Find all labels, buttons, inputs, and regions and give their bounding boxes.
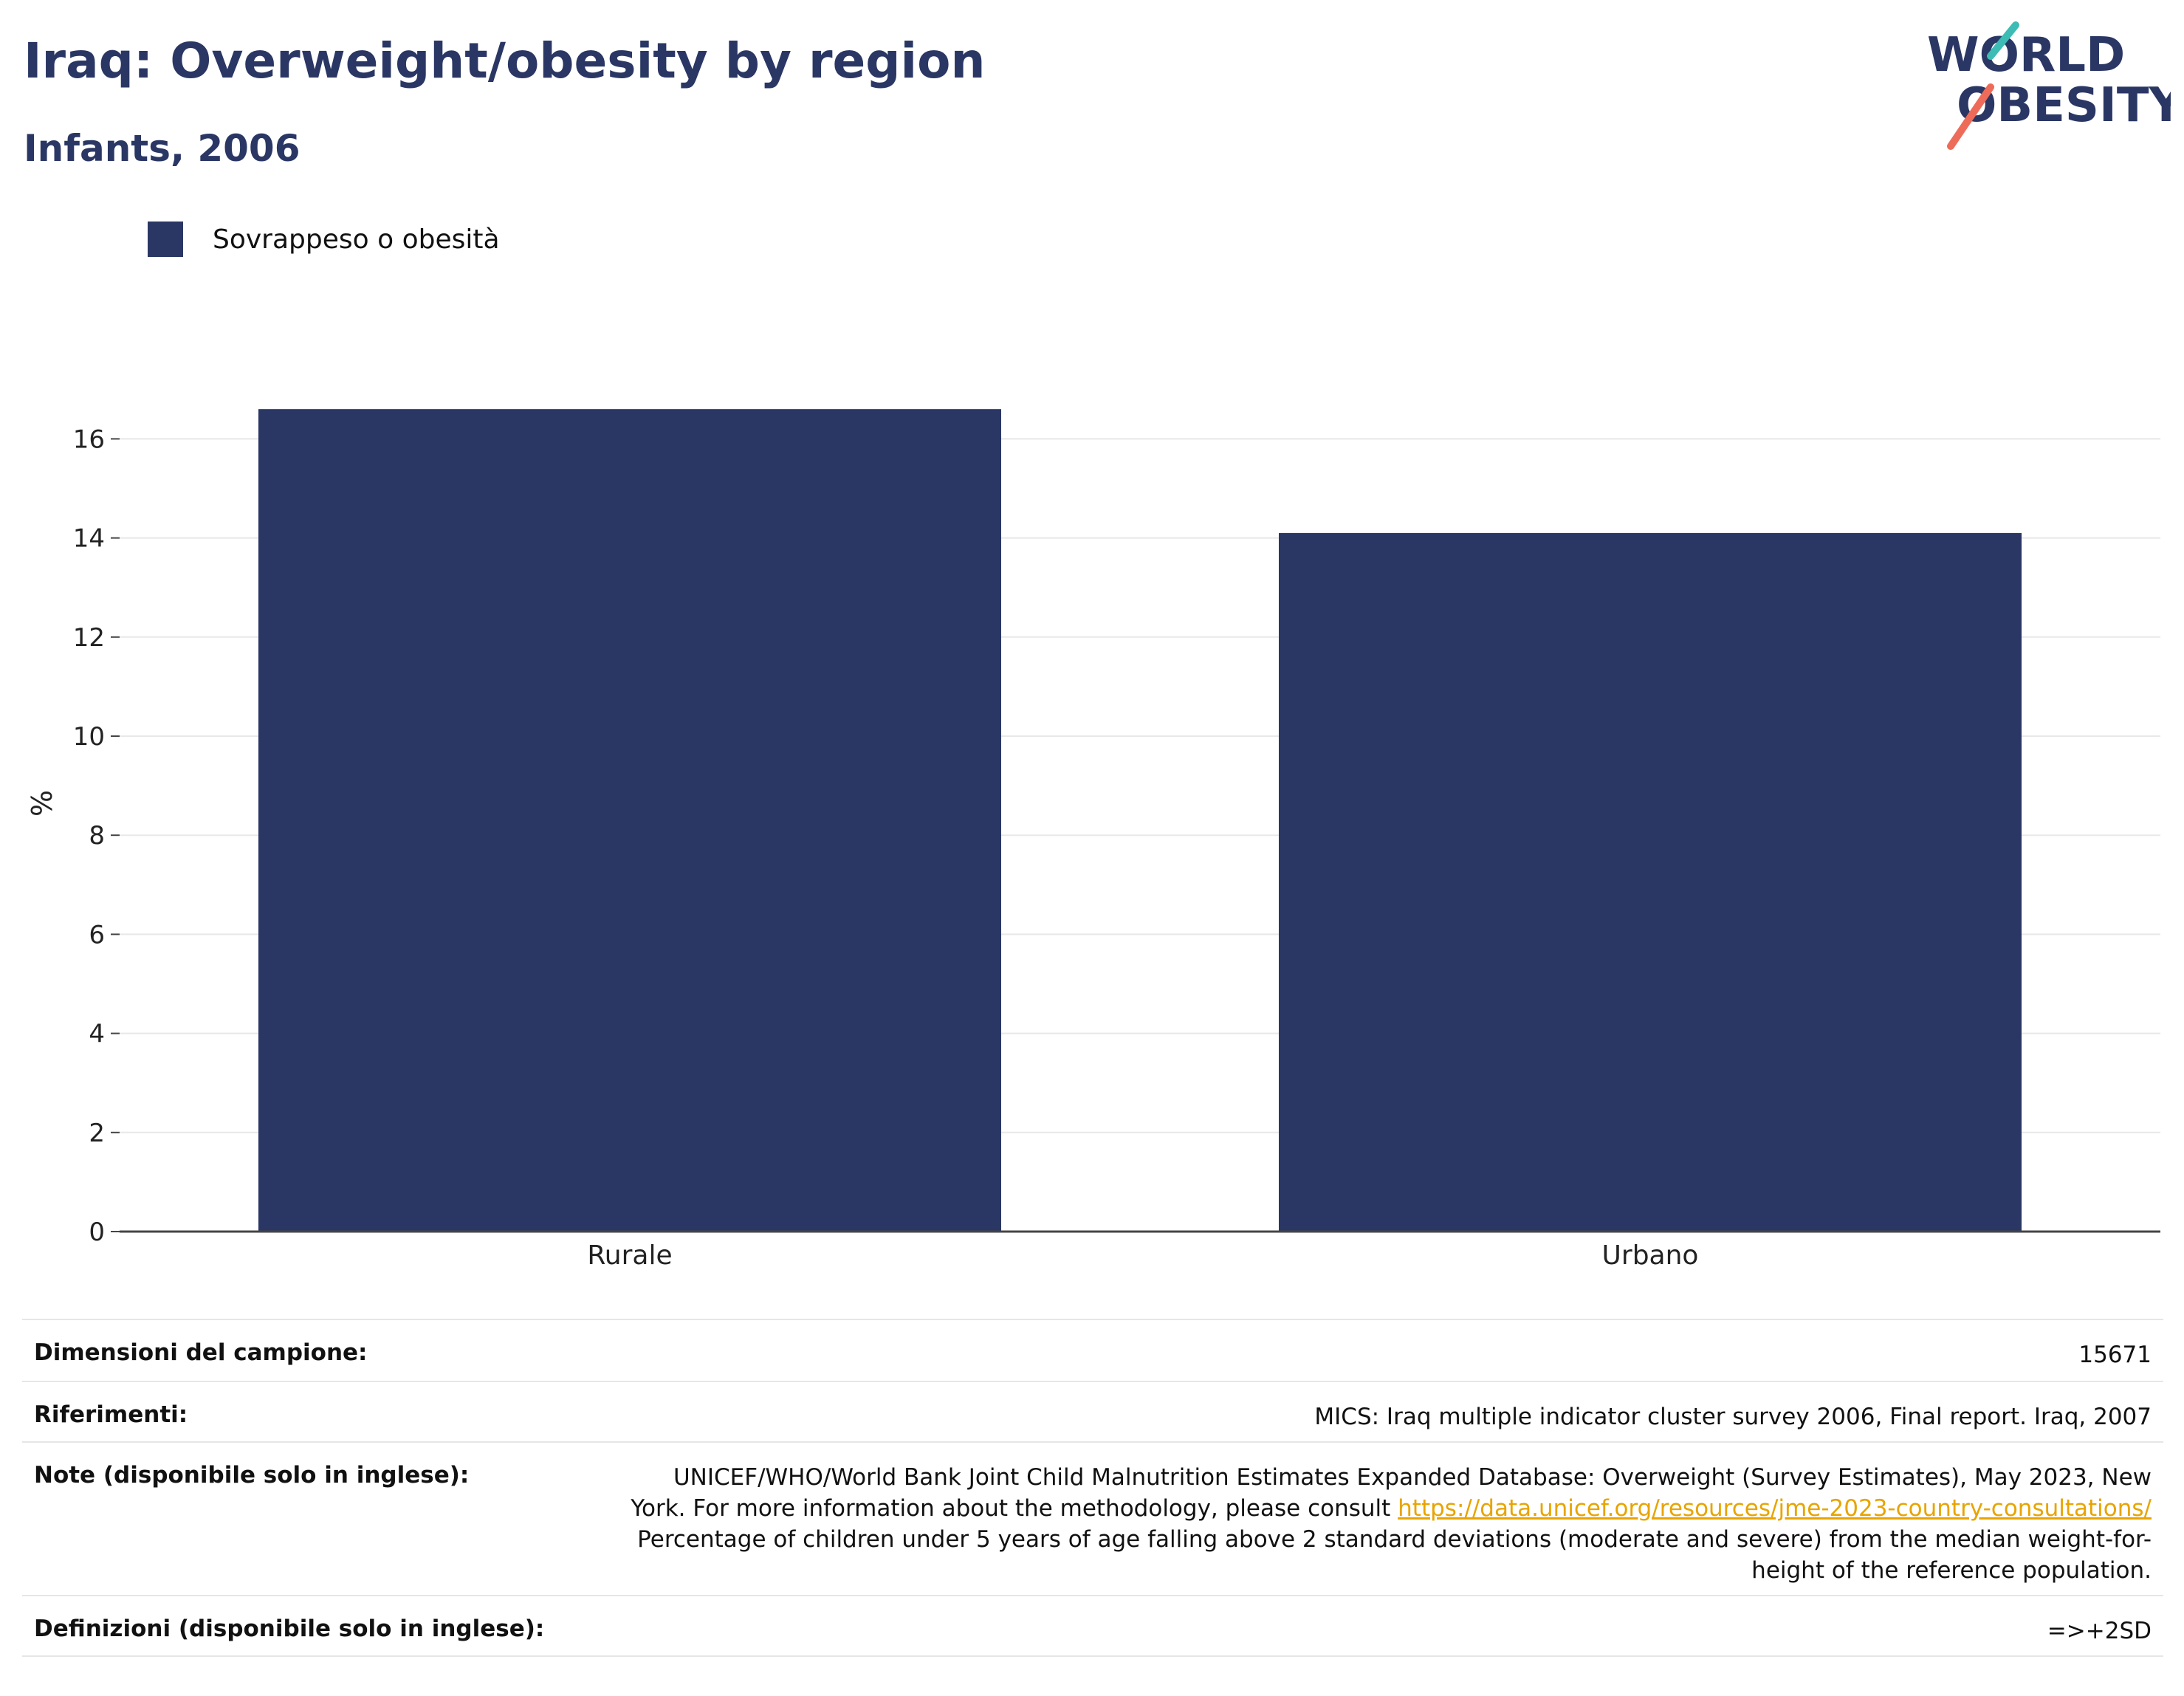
y-tick-label: 0 — [89, 1218, 105, 1247]
sample-size-label: Dimensioni del campione: — [34, 1339, 368, 1366]
y-tick-label: 6 — [89, 920, 105, 950]
world-obesity-logo: WORLD OBESITY — [1927, 21, 2171, 150]
y-tick-label: 14 — [73, 524, 105, 554]
methodology-link[interactable]: https://data.unicef.org/resources/jme-20… — [1398, 1495, 2152, 1522]
logo-line1: WORLD — [1927, 28, 2125, 83]
definitions-row: Definizioni (disponibile solo in inglese… — [22, 1595, 2163, 1657]
note-text-1: UNICEF/WHO/World Bank Joint Child Malnut… — [631, 1464, 2152, 1522]
legend-label: Sovrappeso o obesità — [213, 224, 500, 255]
chart-subtitle: Infants, 2006 — [24, 127, 301, 170]
logo-coral-stroke — [1947, 83, 1994, 150]
y-tick-label: 4 — [89, 1020, 105, 1049]
logo-teal-stroke — [1987, 21, 2019, 60]
y-tick-label: 8 — [89, 821, 105, 851]
definitions-value: =>+2SD — [2047, 1618, 2152, 1644]
references-value: MICS: Iraq multiple indicator cluster su… — [1314, 1404, 2152, 1430]
definitions-label: Definizioni (disponibile solo in inglese… — [34, 1616, 545, 1642]
note-text-2: Percentage of children under 5 years of … — [637, 1526, 2152, 1584]
x-tick-label: Rurale — [587, 1240, 672, 1271]
y-axis-label: % — [26, 790, 58, 817]
y-tick-label: 16 — [73, 425, 105, 454]
bar-chart: 0 2 4 6 8 10 12 14 16 Rurale Urbano% — [26, 409, 2160, 1271]
bar — [1279, 532, 2022, 1232]
note-value: UNICEF/WHO/World Bank Joint Child Malnut… — [616, 1462, 2152, 1586]
y-tick-label: 2 — [89, 1119, 105, 1148]
sample-size-value: 15671 — [2078, 1342, 2152, 1368]
y-tick-label: 10 — [73, 722, 105, 752]
x-tick-label: Urbano — [1602, 1240, 1699, 1271]
references-label: Riferimenti: — [34, 1401, 188, 1428]
note-row: Note (disponibile solo in inglese): UNIC… — [22, 1441, 2163, 1595]
note-label: Note (disponibile solo in inglese): — [34, 1462, 470, 1489]
y-tick-label: 12 — [73, 623, 105, 653]
chart-notes: Dimensioni del campione: 15671 Riferimen… — [22, 1319, 2163, 1657]
bar — [258, 409, 1001, 1232]
references-row: Riferimenti: MICS: Iraq multiple indicat… — [22, 1381, 2163, 1441]
sample-size-row: Dimensioni del campione: 15671 — [22, 1319, 2163, 1381]
chart-title: Iraq: Overweight/obesity by region — [24, 32, 986, 89]
legend-swatch — [148, 222, 183, 257]
legend: Sovrappeso o obesità — [148, 220, 500, 258]
